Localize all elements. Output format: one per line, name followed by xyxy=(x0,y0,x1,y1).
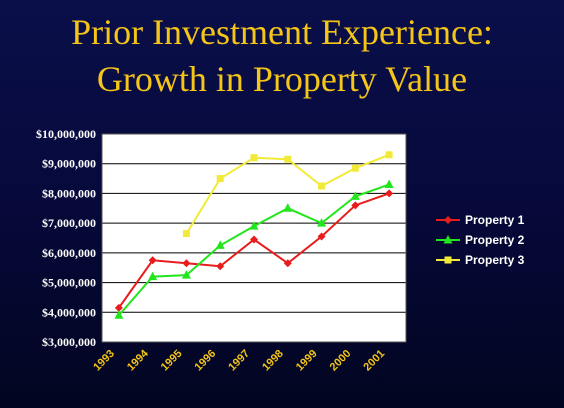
y-tick-label: $7,000,000 xyxy=(42,216,96,230)
x-tick-label: 1994 xyxy=(125,347,151,373)
y-tick-label: $4,000,000 xyxy=(42,305,96,319)
legend-label: Property 3 xyxy=(465,253,525,267)
legend-marker xyxy=(443,235,453,244)
data-point xyxy=(148,256,157,265)
x-tick-label: 1995 xyxy=(159,348,185,374)
data-point xyxy=(318,182,326,190)
data-point xyxy=(350,191,360,200)
data-point xyxy=(114,303,123,312)
data-point xyxy=(283,203,293,212)
data-point xyxy=(317,218,327,227)
data-point xyxy=(317,232,326,241)
data-point xyxy=(182,259,191,268)
data-point xyxy=(283,259,292,268)
data-point xyxy=(216,262,225,271)
x-tick-label: 2000 xyxy=(328,348,354,374)
x-tick-label: 1993 xyxy=(91,348,117,374)
chart-title-line-2: Growth in Property Value xyxy=(96,59,468,99)
data-point xyxy=(250,154,258,162)
x-tick-label: 1998 xyxy=(260,348,286,374)
legend-label: Property 1 xyxy=(465,213,525,227)
data-point xyxy=(216,175,224,183)
data-point xyxy=(385,189,394,198)
chart-title-line-1: Prior Investment Experience: xyxy=(71,12,493,52)
legend-marker xyxy=(444,256,452,264)
y-tick-label: $3,000,000 xyxy=(42,335,96,349)
y-tick-label: $6,000,000 xyxy=(42,246,96,260)
data-point xyxy=(351,164,359,172)
data-point xyxy=(385,151,393,159)
data-point xyxy=(384,179,394,189)
y-tick-label: $9,000,000 xyxy=(42,157,96,171)
y-tick-label: $8,000,000 xyxy=(42,186,96,200)
legend-label: Property 2 xyxy=(465,233,525,247)
x-tick-label: 2001 xyxy=(361,348,387,374)
x-tick-label: 1999 xyxy=(294,348,320,374)
legend-marker xyxy=(444,216,452,224)
data-point xyxy=(182,230,190,238)
y-tick-label: $10,000,000 xyxy=(36,127,96,141)
data-point xyxy=(114,310,124,319)
x-tick-label: 1997 xyxy=(226,348,252,374)
data-point xyxy=(215,240,225,249)
data-point xyxy=(181,270,191,279)
data-point xyxy=(249,221,259,230)
y-tick-label: $5,000,000 xyxy=(42,276,96,290)
x-tick-label: 1996 xyxy=(193,348,219,374)
plot-border xyxy=(101,133,407,343)
data-point xyxy=(250,235,258,244)
data-point xyxy=(148,271,158,281)
data-point xyxy=(351,201,360,210)
data-point xyxy=(284,155,292,163)
